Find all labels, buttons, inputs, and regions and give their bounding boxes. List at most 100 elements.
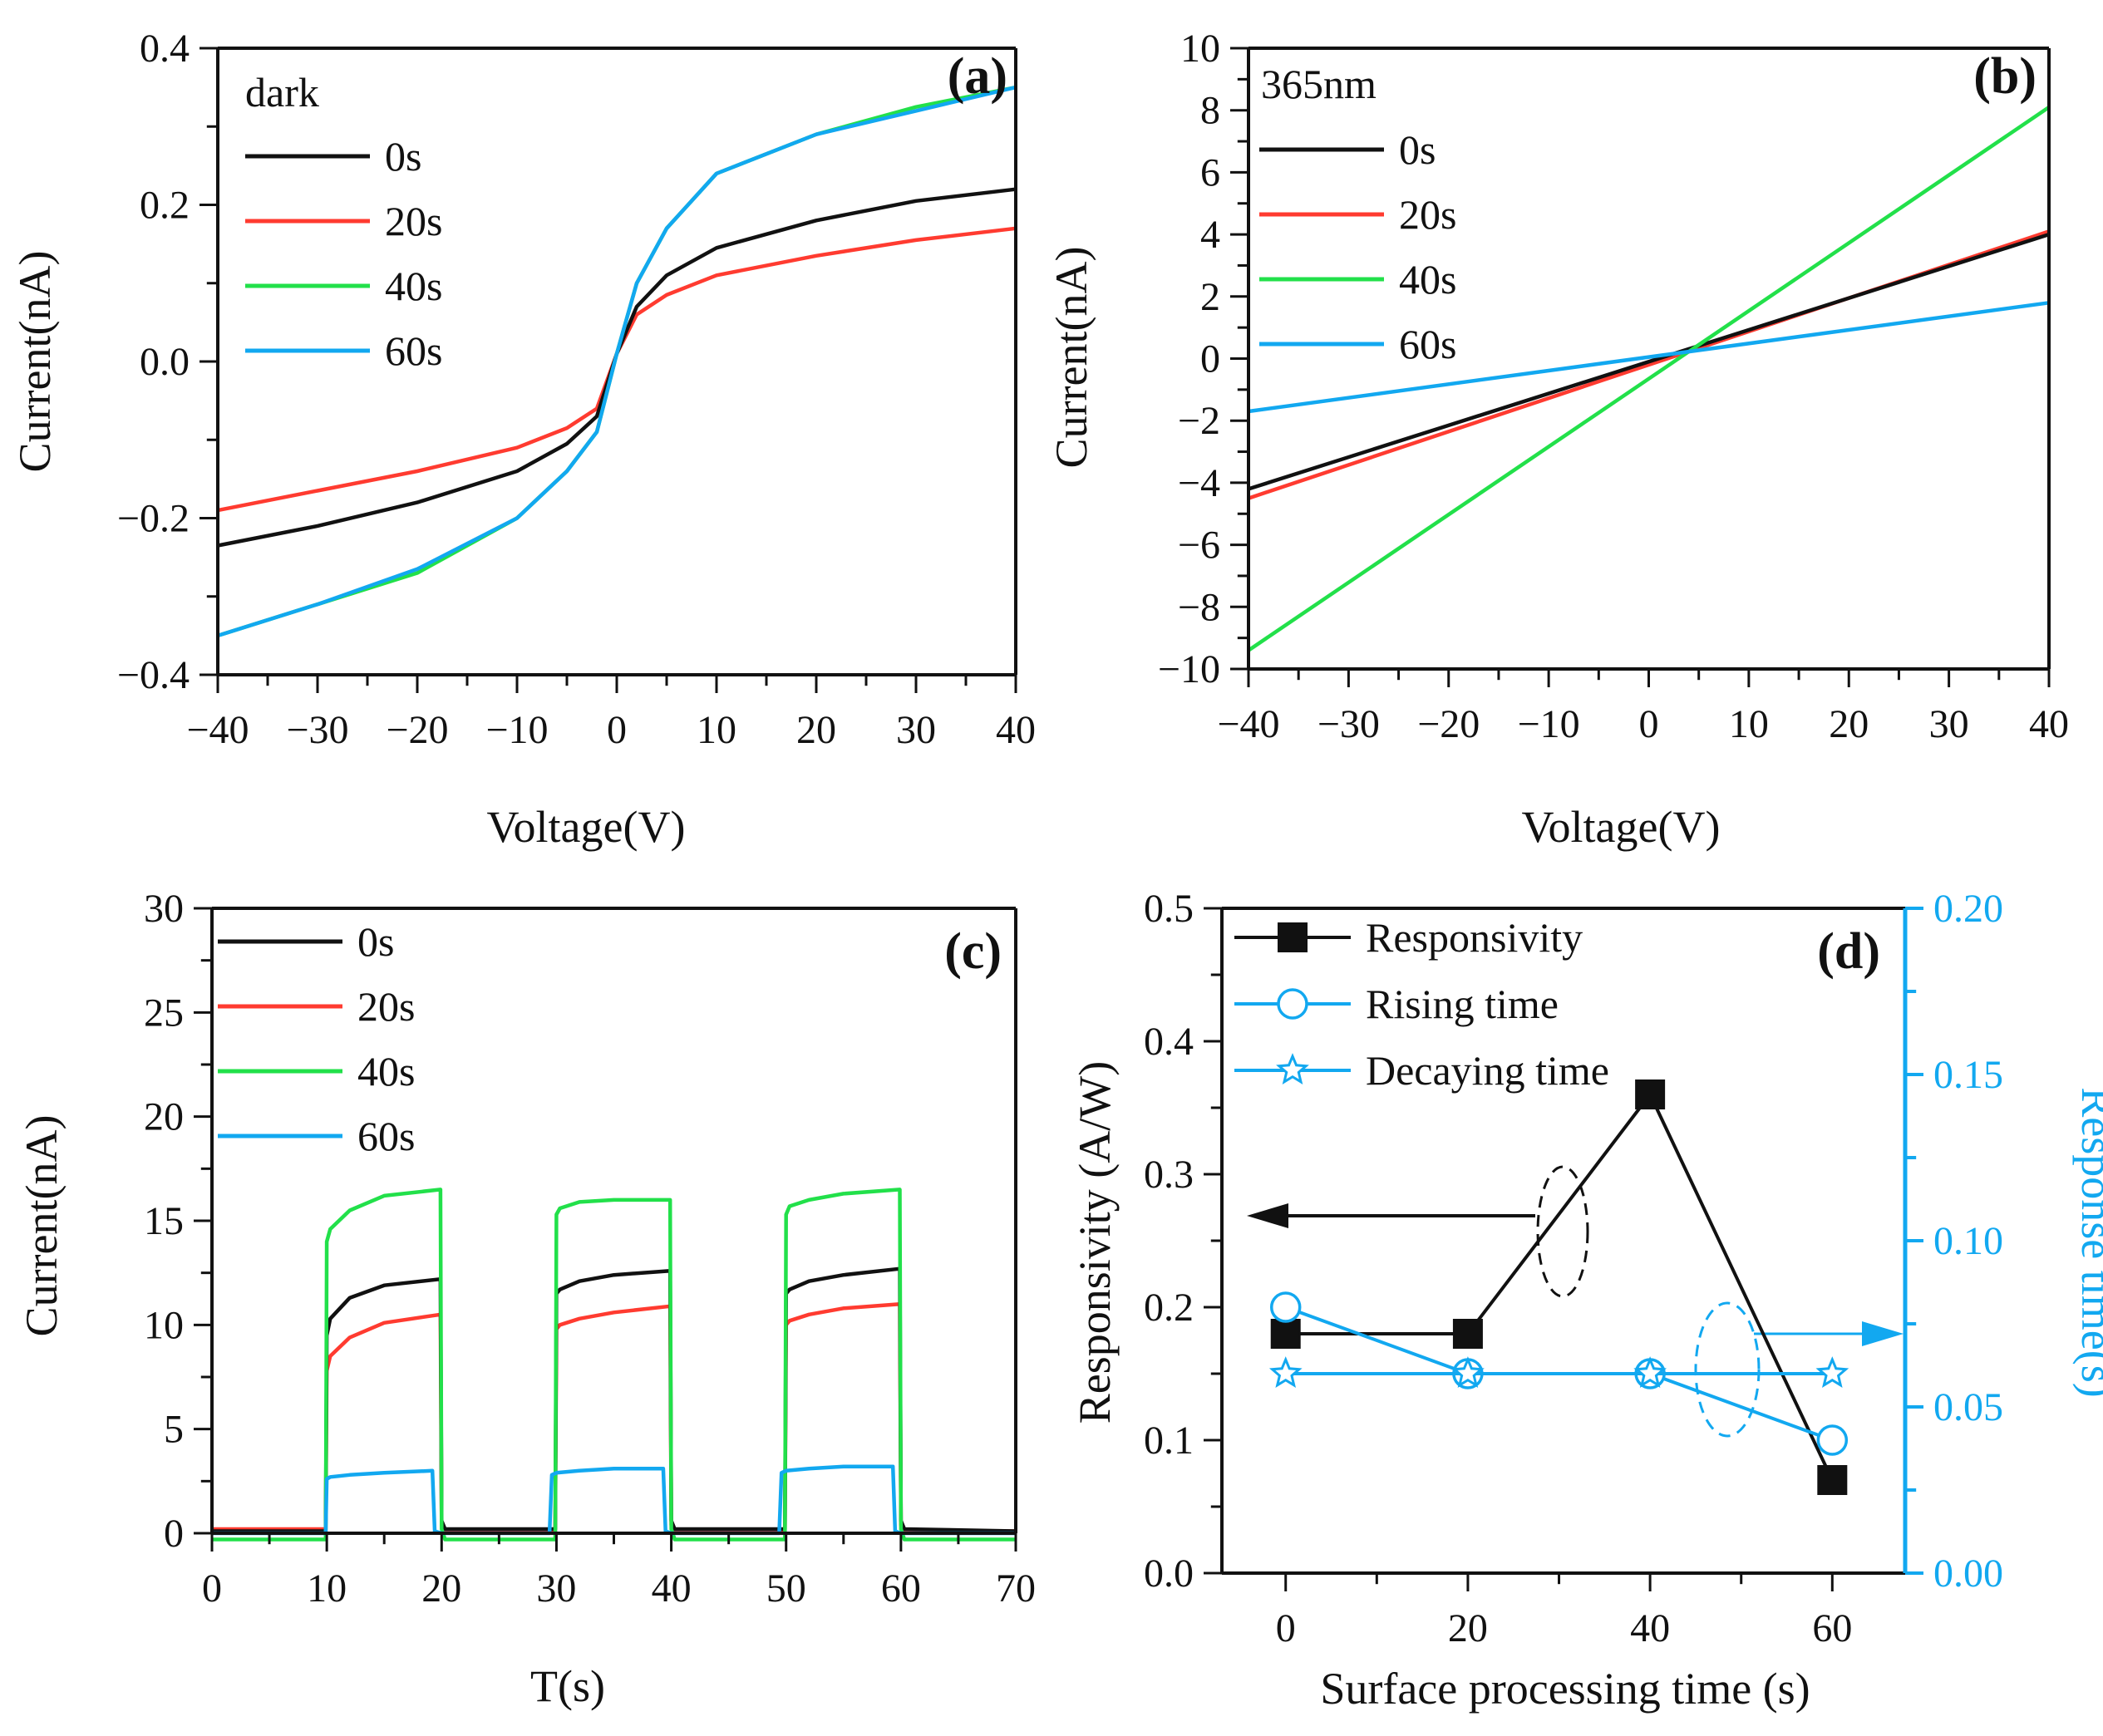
- panel-c-legend-label-60s: 60s: [357, 1113, 415, 1159]
- panel-d-ytick-label: 0.4: [1144, 1020, 1194, 1064]
- panel-d-y2tick-label: 0.15: [1933, 1053, 2003, 1097]
- panel-c-ytick-label: 20: [144, 1095, 184, 1139]
- panel-c-xtick-label: 50: [766, 1566, 806, 1611]
- panel-b-annotation: 365nm: [1261, 61, 1377, 107]
- panel-c-series-0s: [212, 1266, 1017, 1533]
- panel-a-xtick-label: −40: [186, 708, 249, 752]
- panel-b-ytick-label: −8: [1178, 585, 1220, 629]
- marker-decaying-time: [1633, 1356, 1667, 1388]
- panel-a-xtick-label: −30: [286, 708, 348, 752]
- panel-c-series-40s: [212, 1188, 1016, 1542]
- panel-b-legend-label-0s: 0s: [1399, 126, 1436, 173]
- panel-a-xtick-label: 0: [607, 708, 627, 752]
- marker-rising-time: [1816, 1424, 1849, 1456]
- panel-c-ytick-label: 15: [144, 1199, 184, 1243]
- panel-c-axes: 0 10 20 30 40 50 60 70 0 5 10 15 20 25 30: [144, 887, 1036, 1611]
- panel-c-label: (c): [944, 923, 1002, 980]
- panel-c: 0 10 20 30 40 50 60 70 0 5 10 15 20 25 30 T(s) Current…: [17, 887, 1036, 1711]
- panel-d-series: [1268, 1079, 1849, 1495]
- panel-a-ylabel: Current(nA): [10, 251, 60, 473]
- panel-b-ytick-label: −4: [1178, 461, 1220, 505]
- panel-d-xtick-label: 20: [1448, 1606, 1488, 1650]
- panel-b-ytick-label: −6: [1178, 524, 1220, 568]
- panel-a-series: [217, 85, 1017, 638]
- panel-a-legend-label-0s: 0s: [385, 133, 421, 180]
- responsivity-indicator-ellipse: [1536, 1165, 1589, 1298]
- marker-rising-time: [1269, 1291, 1302, 1323]
- panel-b-legend: 0s 20s 40s 60s: [1259, 126, 1456, 367]
- panel-c-ytick-label: 5: [164, 1408, 184, 1452]
- panel-b-xtick-label: −20: [1417, 702, 1480, 746]
- panel-d-ytick-label: 0.2: [1144, 1286, 1194, 1330]
- panel-a-xtick-label: 30: [896, 708, 936, 752]
- panel-a-ytick-label: 0.4: [140, 27, 190, 71]
- panel-c-legend: 0s 20s 40s 60s: [218, 918, 415, 1159]
- legend-marker-rising-time: [1277, 988, 1308, 1020]
- panel-c-ytick-label: 10: [144, 1303, 184, 1347]
- panel-b-series-0s: [1248, 232, 2050, 491]
- panel-c-series-20s: [212, 1302, 1016, 1533]
- panel-d-y2tick-label: 0.05: [1933, 1385, 2003, 1429]
- panel-c-xlabel: T(s): [530, 1661, 605, 1711]
- panel-a-xtick-label: 10: [697, 708, 736, 752]
- marker-decaying-time: [1268, 1356, 1303, 1388]
- panel-c-legend-label-20s: 20s: [357, 983, 415, 1030]
- panel-b-series-40s: [1247, 106, 2051, 652]
- panel-c-legend-label-0s: 0s: [357, 918, 394, 965]
- panel-c-series: [212, 1188, 1017, 1542]
- panel-c-xtick-label: 20: [421, 1566, 461, 1611]
- panel-d-ytick-label: 0.3: [1144, 1153, 1194, 1197]
- panel-d-ytick-label: 0.1: [1144, 1419, 1194, 1463]
- panel-d-y2tick-label: 0.00: [1933, 1552, 2003, 1596]
- panel-b-xtick-label: 20: [1829, 702, 1869, 746]
- panel-a: −40 −30 −20 −10 0 10 20 30 40 −0.4 −0.2 0.0 0.2 0.4 V…: [10, 27, 1036, 852]
- panel-d-ytick-label: 0.0: [1144, 1552, 1194, 1596]
- panel-c-ytick-label: 0: [164, 1512, 184, 1556]
- panel-a-xtick-label: −20: [386, 708, 448, 752]
- panel-d-label: (d): [1817, 923, 1880, 980]
- panel-d-xtick-label: 60: [1812, 1606, 1852, 1650]
- panel-c-xtick-label: 40: [652, 1566, 692, 1611]
- legend-label-decaying-time: Decaying time: [1366, 1047, 1609, 1094]
- legend-marker-decaying-time: [1276, 1053, 1309, 1084]
- panel-d-y2label: Response time(s): [2072, 1087, 2103, 1397]
- panel-b-ytick-label: −10: [1158, 647, 1220, 691]
- panel-b-legend-label-40s: 40s: [1399, 256, 1456, 302]
- panel-a-xtick-label: −10: [485, 708, 548, 752]
- marker-decaying-time: [1451, 1356, 1485, 1388]
- panel-b-xtick-label: −10: [1518, 702, 1580, 746]
- panel-b-ylabel: Current(nA): [1047, 247, 1096, 469]
- panel-b-xtick-label: −30: [1317, 702, 1380, 746]
- panel-d-ylabel: Responsivity (A/W): [1070, 1061, 1120, 1424]
- left-axis-arrowhead: [1247, 1203, 1288, 1228]
- panel-b-legend-label-20s: 20s: [1399, 191, 1456, 238]
- panel-d-legend: Responsivity Rising time Decaying time: [1234, 914, 1609, 1094]
- panel-a-series-60s: [217, 85, 1017, 638]
- series-line-responsivity: [1285, 1091, 1835, 1481]
- response-time-indicator-ellipse: [1694, 1301, 1761, 1438]
- panel-b-xlabel: Voltage(V): [1522, 802, 1721, 852]
- panel-b-xtick-label: 40: [2029, 702, 2069, 746]
- panel-d-ytick-label: 0.5: [1144, 887, 1194, 931]
- panel-d-annotation-arrows: [1247, 1165, 1904, 1438]
- panel-a-xtick-label: 40: [996, 708, 1036, 752]
- panel-c-series-60s: [212, 1464, 1016, 1536]
- panel-b-legend-label-60s: 60s: [1399, 321, 1456, 367]
- panel-b-series-60s: [1248, 301, 2050, 414]
- panel-d: 0 20 40 60 0.0 0.1 0.2 0.3 0.4 0.5 0.00 0.05 0.10 0.1…: [1070, 887, 2103, 1714]
- panel-a-ytick-label: 0.2: [140, 184, 190, 228]
- panel-a-label: (a): [948, 48, 1007, 105]
- panel-d-xlabel: Surface processing time (s): [1320, 1664, 1810, 1714]
- panel-b-xtick-label: 0: [1639, 702, 1659, 746]
- panel-d-xtick-label: 40: [1630, 1606, 1670, 1650]
- panel-b-xtick-label: −40: [1217, 702, 1279, 746]
- panel-d-xtick-label: 0: [1276, 1606, 1296, 1650]
- panel-b-ytick-label: 4: [1200, 213, 1220, 257]
- marker-responsivity: [1817, 1465, 1848, 1495]
- panel-a-xtick-label: 20: [796, 708, 836, 752]
- legend-label-rising-time: Rising time: [1366, 981, 1559, 1027]
- panel-c-xtick-label: 0: [202, 1566, 222, 1611]
- panel-b-ytick-label: 0: [1200, 337, 1220, 381]
